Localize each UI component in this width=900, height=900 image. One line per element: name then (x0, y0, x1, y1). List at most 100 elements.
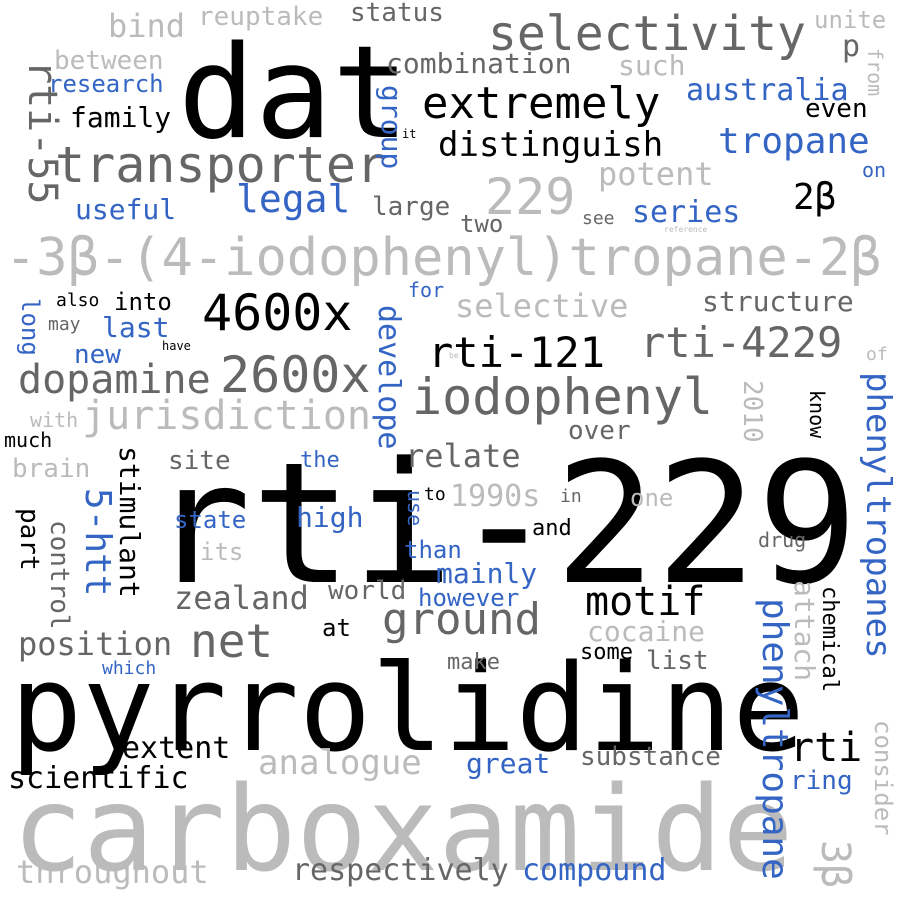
word-cloud-word: cocaine (587, 615, 706, 648)
word-cloud-word: reuptake (198, 2, 324, 32)
word-cloud-word: also (56, 290, 100, 311)
word-cloud-word: large (372, 192, 451, 222)
word-cloud-word: even (805, 94, 868, 124)
word-cloud-word: group (375, 85, 408, 170)
word-cloud-word: dopamine (18, 357, 211, 403)
word-cloud-word: transporter (55, 136, 387, 194)
word-cloud-word: it (402, 127, 417, 141)
word-cloud-word: australia (686, 73, 849, 108)
word-cloud-word: high (296, 501, 364, 534)
word-cloud-word: extremely (422, 78, 661, 129)
word-cloud-word: for (408, 278, 445, 302)
word-cloud-word: 5-htt (77, 488, 118, 597)
word-cloud-word: p (842, 29, 861, 64)
word-cloud-word: some (580, 640, 633, 665)
word-cloud-word: brain (12, 454, 91, 484)
word-cloud-word: zealand (174, 579, 309, 617)
word-cloud-word: may (48, 314, 81, 335)
word-cloud-word: tropane (718, 121, 870, 162)
word-cloud-word: throughout (16, 853, 209, 891)
word-cloud-word: attach (788, 580, 821, 682)
word-cloud-word: 4600x (202, 284, 353, 342)
word-cloud-word: from (863, 48, 887, 97)
word-cloud-word: bind (108, 7, 186, 45)
word-cloud-word: useful (75, 193, 177, 226)
word-cloud-word: world (328, 576, 407, 606)
word-cloud-word: site (168, 446, 231, 476)
word-cloud-word: to (424, 484, 446, 505)
word-cloud-word: mainly (436, 557, 538, 590)
word-cloud-word: 3β (812, 840, 858, 889)
word-cloud-word: distinguish (438, 125, 664, 165)
word-cloud-word: selective (455, 287, 629, 325)
word-cloud-word: substance (580, 742, 721, 772)
word-cloud-word: carboxamide (12, 760, 794, 898)
word-cloud-word: be (449, 351, 459, 360)
word-cloud-word: rti (790, 725, 863, 771)
word-cloud-word: compound (522, 853, 667, 888)
word-cloud-word: new (74, 340, 121, 370)
word-cloud-word: extent (122, 731, 231, 766)
word-cloud-word: status (350, 0, 444, 28)
word-cloud-word: position (18, 625, 173, 663)
word-cloud-word: analogue (258, 743, 422, 783)
word-cloud-word: phenyltropane (754, 598, 795, 880)
word-cloud-word: 1990s (450, 479, 541, 514)
word-cloud-word: research (48, 70, 164, 98)
word-cloud-word: 2010 (737, 380, 767, 443)
word-cloud-word: over (568, 416, 631, 446)
word-cloud-word: state (174, 506, 247, 534)
word-cloud-word: have (162, 339, 191, 353)
word-cloud-word: than (404, 536, 462, 564)
word-cloud-word: chemical (817, 586, 842, 692)
word-cloud-word: jurisdiction (82, 393, 371, 439)
word-cloud-word: such (618, 49, 686, 82)
word-cloud-word: net (190, 614, 274, 668)
word-cloud-word: series (632, 195, 741, 230)
word-cloud-word: phenyltropanes (858, 372, 898, 659)
word-cloud-word: see (582, 208, 615, 229)
word-cloud-word: part (14, 508, 44, 571)
word-cloud-word: one (630, 484, 674, 512)
word-cloud-word: unite (814, 6, 887, 34)
word-cloud-word: rti-229 (150, 426, 859, 622)
word-cloud-word: reference (664, 225, 708, 234)
word-cloud-word: 229 (485, 168, 576, 226)
word-cloud-word: structure (702, 285, 854, 318)
word-cloud-word: into (114, 288, 172, 316)
word-cloud-word: list (646, 646, 709, 676)
word-cloud-word: which (102, 658, 157, 679)
word-cloud-word: control (44, 520, 74, 630)
word-cloud-word: develope (371, 305, 406, 450)
word-cloud-word: between (54, 46, 164, 76)
word-cloud-word: know (805, 390, 829, 439)
word-cloud-word: two (460, 210, 504, 238)
word-cloud-word: on (862, 158, 887, 182)
word-cloud-word: much (4, 428, 53, 452)
word-cloud-word: ground (382, 594, 541, 645)
word-cloud-word: stimulant (113, 446, 146, 598)
word-cloud-word: with (30, 408, 79, 432)
word-cloud-word: at (322, 614, 351, 642)
word-cloud-word: consider (869, 720, 897, 836)
word-cloud-word: in (560, 486, 582, 507)
word-cloud-word: rti-4229 (640, 318, 843, 367)
word-cloud-word: the (300, 448, 340, 473)
word-cloud-word: iodophenyl (412, 368, 714, 426)
word-cloud-word: selectivity (488, 6, 806, 62)
word-cloud-word: drug (758, 528, 807, 552)
word-cloud-word: pyrrolidine (10, 640, 805, 779)
word-cloud-word: last (102, 311, 170, 344)
word-cloud-word: relate (405, 437, 521, 475)
word-cloud-word: scientific (8, 761, 189, 796)
word-cloud-word: motif (585, 579, 706, 625)
word-cloud-word: family (70, 101, 172, 134)
word-cloud-word: combination (386, 47, 572, 80)
word-cloud-word: its (200, 538, 244, 566)
word-cloud-word: 2β (793, 177, 837, 218)
word-cloud-word: dat (178, 19, 410, 168)
word-cloud-word: potent (598, 155, 714, 193)
word-cloud-word: 2600x (220, 346, 371, 404)
word-cloud-word: long (16, 298, 44, 356)
